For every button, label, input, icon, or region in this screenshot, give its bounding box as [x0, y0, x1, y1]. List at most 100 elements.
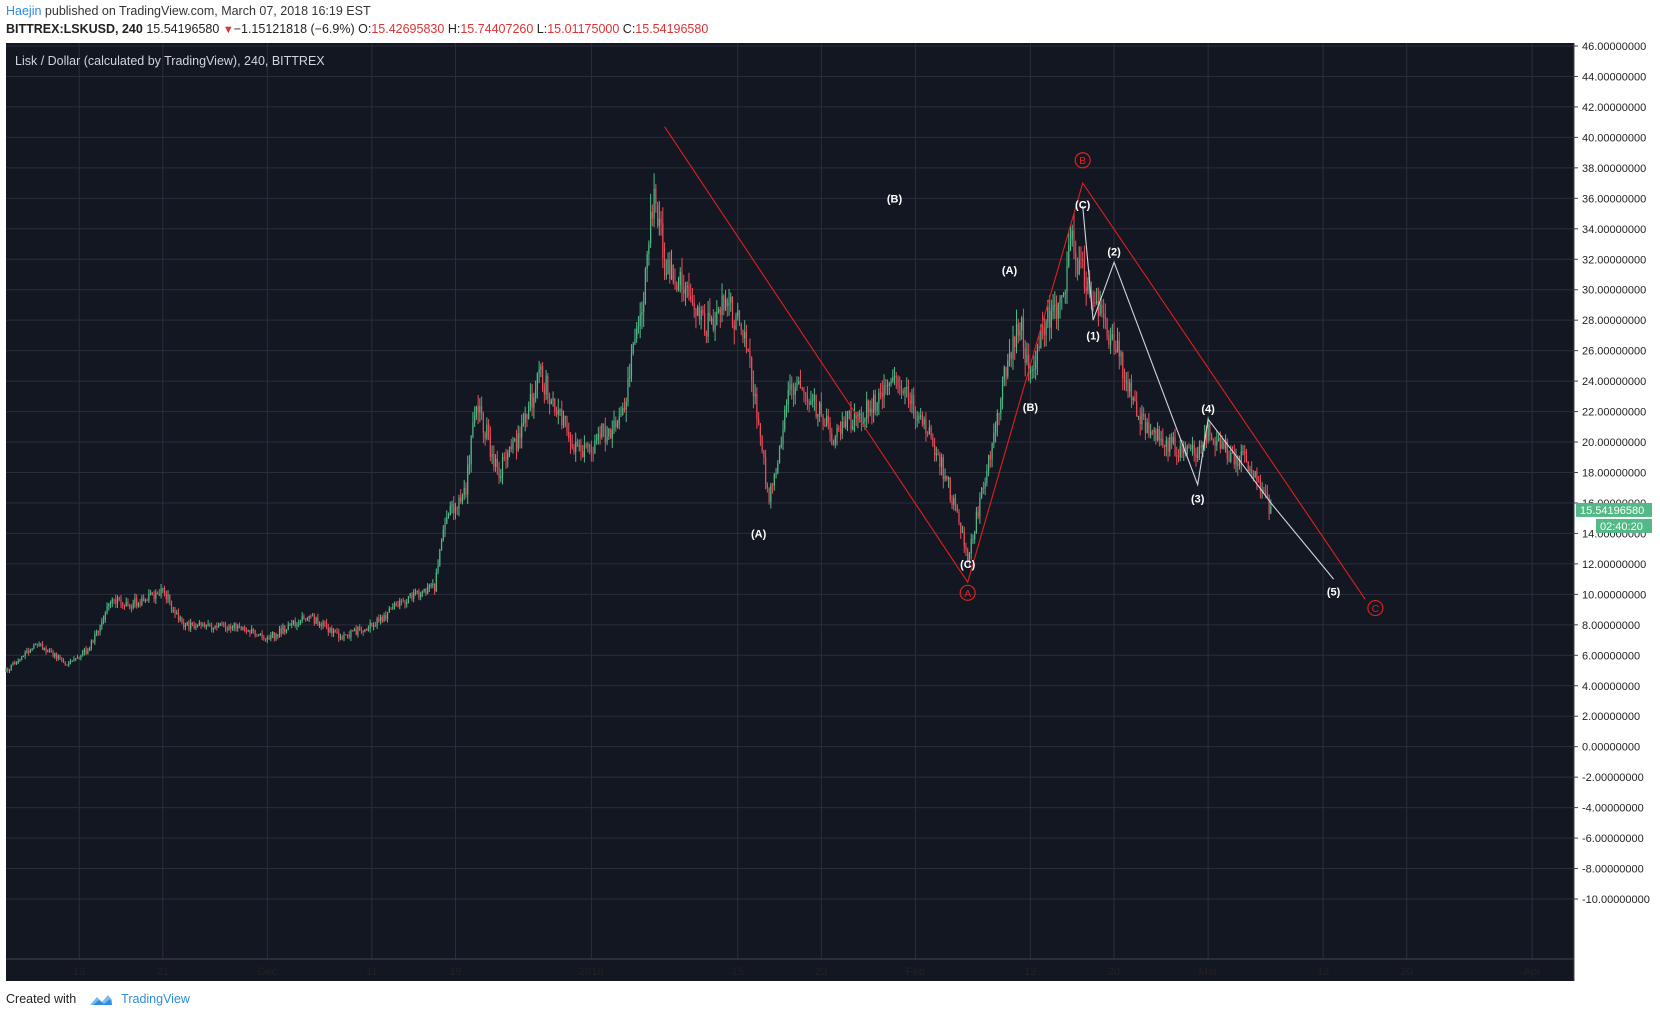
candle-body [839, 428, 842, 434]
candle-body [486, 424, 488, 439]
candle-body [616, 423, 619, 428]
candle-body [99, 625, 101, 632]
candle-body [784, 409, 786, 430]
candle-body [230, 626, 232, 629]
candle-body [1103, 312, 1105, 318]
candle-body [711, 318, 713, 322]
candle-body [83, 648, 85, 653]
candle-body [677, 285, 680, 291]
candle-body [7, 668, 9, 671]
time-axis[interactable]: 13 21 Dec 11 19 2018 15 23 Feb 12 20 Mar 12 20 Apr [73, 966, 1541, 978]
candle-body [704, 313, 706, 332]
candle-body [364, 629, 366, 632]
candle-body [352, 630, 354, 632]
candle-body [487, 424, 490, 436]
candle-body [407, 596, 410, 603]
created-with-text: Created with [6, 992, 77, 1006]
author-link[interactable]: Haejin [6, 4, 42, 18]
candle-body [763, 450, 765, 458]
candle-body [587, 444, 589, 446]
candle-body [381, 616, 383, 622]
candle-body [705, 331, 707, 337]
candle-body [1258, 480, 1260, 482]
tradingview-link[interactable]: TradingView [121, 992, 190, 1006]
candle-body [1146, 421, 1148, 433]
candle-body [932, 437, 934, 446]
candle-body [43, 647, 45, 650]
candle-body [210, 625, 213, 630]
candle-body [815, 394, 817, 417]
candle-body [859, 413, 861, 415]
candle-body [749, 351, 751, 358]
candle-body [294, 620, 296, 627]
candle-body [756, 393, 758, 419]
candle-body [472, 422, 474, 437]
candle-body [1007, 360, 1009, 377]
candle-body [846, 412, 849, 421]
candle-body [1254, 471, 1256, 478]
candle-body [461, 494, 464, 502]
candle-body [1029, 371, 1032, 374]
candle-body [451, 503, 453, 507]
candle-body [406, 602, 408, 605]
candle-body [244, 627, 246, 631]
candle-body [1134, 397, 1136, 402]
candle-body [85, 648, 87, 654]
candle-body [670, 265, 673, 280]
footer: Created with TradingView [6, 992, 190, 1007]
candle-body [508, 446, 511, 453]
candle-body [820, 402, 822, 417]
candle-body [420, 593, 422, 598]
candle-body [374, 625, 376, 627]
candle-body [752, 380, 755, 397]
time-axis-label: 15 [732, 966, 744, 978]
candle-body [768, 488, 770, 502]
candle-body [754, 393, 756, 397]
candle-body [160, 588, 162, 596]
elliott-wave-lines[interactable] [664, 126, 1366, 600]
candle-body [263, 638, 265, 640]
candle-body [205, 624, 207, 627]
candle-body [611, 429, 613, 439]
candle-body [111, 599, 113, 603]
candle-body [45, 647, 47, 652]
candle-body [489, 435, 491, 457]
candle-body [648, 243, 650, 254]
candle-body [817, 414, 819, 417]
candle-body [766, 484, 768, 489]
price-axis-label: -4.00000000 [1582, 803, 1644, 815]
candle-body [1042, 326, 1044, 329]
candle-body [1209, 424, 1211, 436]
candle-body [691, 299, 694, 304]
candle-body [688, 285, 690, 296]
candle-body [167, 594, 169, 600]
candle-body [822, 416, 824, 425]
price-axis[interactable]: 46.00000000 44.00000000 42.00000000 40.0000… [1574, 41, 1650, 906]
candle-body [843, 421, 845, 427]
candle-body [251, 629, 253, 634]
candle-body [390, 608, 392, 610]
price-chart[interactable]: (A) (B) (C) (A) (B) (C) (1) (2) (3) (4) (5) A B C 46.… [0, 0, 1660, 985]
published-text: published on TradingView.com, March 07, … [44, 4, 371, 18]
candle-body [446, 517, 448, 524]
wave-label: (B) [887, 193, 903, 205]
candle-body [10, 664, 12, 671]
candle-body [198, 622, 200, 625]
candle-body [1082, 258, 1084, 260]
candle-body [115, 599, 117, 604]
candle-body [928, 427, 930, 434]
candle-body [94, 634, 96, 643]
candle-body [515, 439, 518, 451]
candle-body [235, 623, 237, 629]
candle-body [1195, 453, 1197, 458]
price-axis-label: 30.00000000 [1582, 285, 1646, 297]
candle-body [538, 369, 540, 374]
candle-body [109, 602, 112, 605]
current-price-tag: 15.54196580 02:40:20 [1576, 502, 1652, 533]
time-axis-label: 12 [1317, 966, 1329, 978]
candle-body [514, 439, 516, 441]
candle-body [193, 625, 195, 628]
candle-body [141, 597, 143, 605]
candle-body [430, 585, 432, 587]
price-tag-label: 15.54196580 [1580, 505, 1644, 517]
